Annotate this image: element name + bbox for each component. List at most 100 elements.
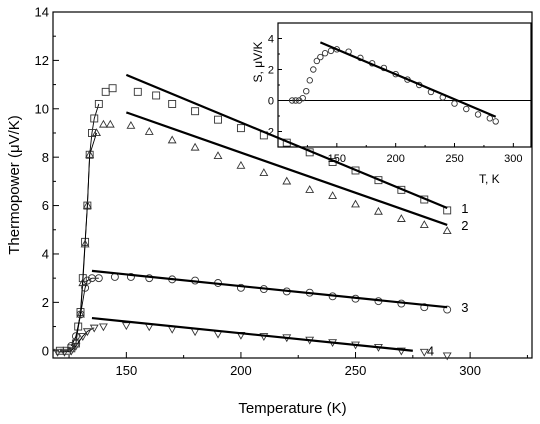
series-connector-line (70, 277, 99, 347)
series-3: 3 (67, 269, 468, 350)
data-point (463, 105, 470, 113)
data-point (328, 191, 338, 199)
data-point (105, 119, 115, 128)
data-point (351, 199, 360, 208)
data-point (396, 214, 406, 222)
data-point (327, 47, 335, 55)
y-tick-label: 2 (42, 295, 49, 310)
series-1: 1 (55, 73, 468, 355)
y-tick-label: 4 (42, 247, 49, 262)
data-point (85, 149, 95, 158)
data-point (80, 239, 90, 248)
x-axis-title: Temperature (K) (238, 400, 346, 417)
data-point (71, 332, 80, 341)
data-point (282, 176, 292, 185)
data-point (66, 347, 76, 356)
y-tick-label: 14 (35, 5, 49, 20)
data-point (303, 87, 310, 95)
data-point (299, 94, 306, 102)
data-point (76, 310, 85, 319)
inset-plot: 150 200 250 300 -2 0 2 4 T, K S, μV/K (251, 22, 532, 186)
fit-line (125, 73, 448, 210)
data-point (306, 77, 313, 84)
data-point (76, 309, 85, 318)
data-point (67, 341, 76, 350)
x-tick-label: 300 (459, 363, 481, 378)
data-point (288, 97, 296, 104)
data-point (396, 347, 406, 356)
x-axis-title: T, K (479, 172, 500, 186)
data-point (213, 151, 223, 160)
data-point (108, 84, 117, 93)
data-point (474, 111, 482, 118)
data-point (236, 124, 245, 133)
data-point (373, 206, 383, 215)
fit-line (125, 111, 448, 226)
series-0 (288, 41, 499, 125)
y-axis-title: Thermopower (μV/K) (6, 115, 23, 255)
data-point (321, 50, 329, 57)
data-point (317, 53, 324, 61)
data-point (82, 200, 92, 209)
y-axis-title: S, μV/K (251, 42, 265, 83)
y-tick-label: 0 (42, 343, 49, 358)
data-point (236, 283, 245, 292)
x-tick-label: 250 (445, 153, 463, 165)
series-connector-line (75, 132, 97, 342)
data-point (90, 114, 99, 123)
data-point (451, 100, 458, 107)
fit-line (319, 41, 497, 118)
x-tick-label: 150 (115, 363, 137, 378)
data-point (89, 324, 99, 333)
data-point (126, 120, 136, 129)
series-label: 3 (461, 300, 468, 315)
data-point (133, 87, 142, 96)
data-point (98, 323, 108, 332)
data-point (126, 272, 135, 281)
data-point (419, 348, 429, 357)
data-point (121, 322, 131, 331)
data-point (492, 118, 499, 125)
data-point (442, 352, 452, 361)
data-point (167, 135, 177, 144)
x-tick-label: 200 (386, 153, 404, 165)
y-tick-label: 0 (268, 95, 274, 107)
x-tick-label: 200 (230, 363, 252, 378)
data-point (60, 348, 69, 357)
plot-frame (277, 22, 532, 148)
data-point (53, 348, 63, 357)
x-tick-label: 250 (345, 363, 367, 378)
data-point (310, 66, 317, 73)
data-point (420, 303, 429, 312)
data-point (78, 333, 88, 341)
series-4: 4 (53, 316, 452, 361)
series-label: 2 (461, 218, 468, 233)
data-point (214, 115, 222, 124)
data-point (82, 328, 92, 337)
series-connector-line (59, 103, 100, 352)
data-point (292, 97, 299, 104)
data-point (101, 87, 110, 96)
y-tick-label: -2 (264, 126, 274, 138)
data-point (88, 129, 96, 137)
data-point (81, 283, 90, 292)
series-connector-line (57, 327, 95, 353)
y-tick-label: 6 (42, 198, 49, 213)
data-point (259, 168, 269, 176)
data-point (191, 107, 200, 116)
data-point (83, 276, 92, 285)
data-point (94, 274, 103, 283)
series-label: 4 (427, 344, 434, 359)
data-point (442, 226, 452, 235)
data-point (313, 57, 321, 65)
data-point (94, 99, 103, 108)
data-point (92, 128, 101, 137)
data-point (98, 119, 108, 128)
fit-line (91, 316, 413, 352)
fit-line (91, 269, 448, 309)
data-point (236, 160, 246, 169)
data-point (168, 99, 177, 108)
